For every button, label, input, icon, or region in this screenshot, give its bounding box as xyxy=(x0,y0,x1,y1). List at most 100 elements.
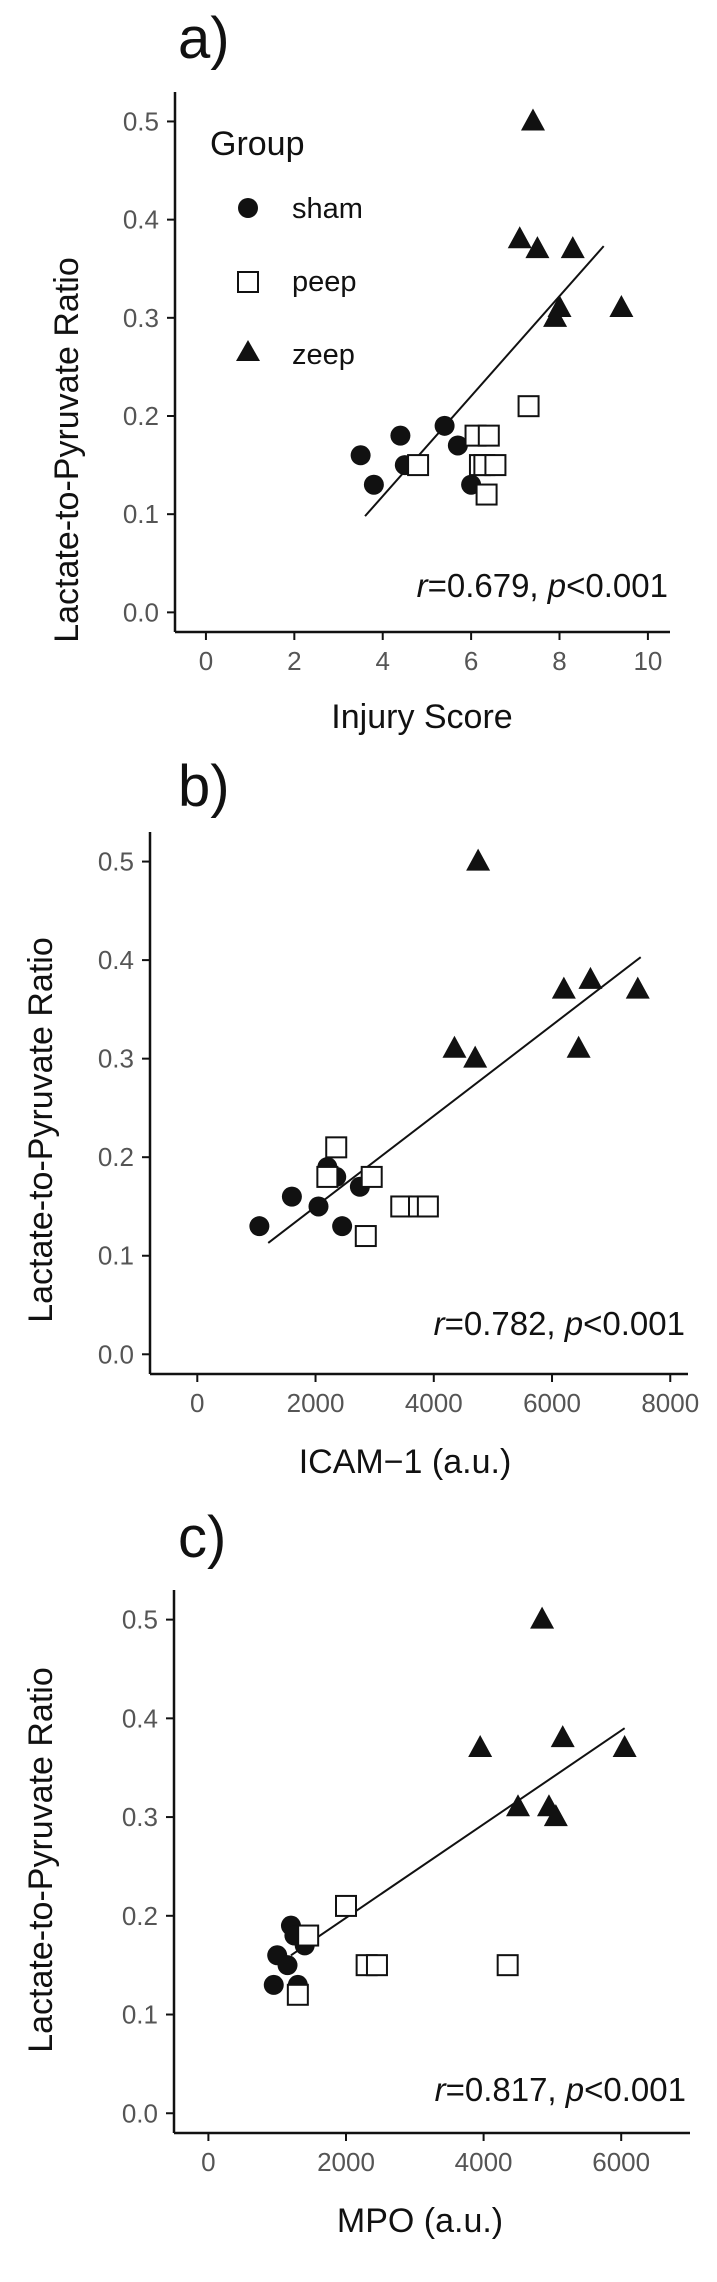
point-peep-a xyxy=(407,454,430,477)
panel-b: b) Lactate-to-Pyruvate Ratio 0 2000 4000 60… xyxy=(22,754,699,1481)
y-axis-title-a: Lactate-to-Pyruvate Ratio xyxy=(48,257,86,643)
y-axis-title-b: Lactate-to-Pyruvate Ratio xyxy=(22,937,60,1323)
point-peep-c xyxy=(365,1954,388,1977)
point-zeep-b xyxy=(566,1035,591,1058)
point-zeep-c xyxy=(468,1734,493,1757)
legend-label-peep: peep xyxy=(292,266,357,298)
panel-label-c: c) xyxy=(178,1505,226,1570)
point-zeep-b xyxy=(442,1035,467,1058)
y-tick-label-b: 0.1 xyxy=(98,1241,134,1271)
point-group-c xyxy=(263,1606,637,2006)
legend-title: Group xyxy=(210,125,305,163)
r-value-b: =0.782, xyxy=(445,1305,565,1342)
regression-line-b xyxy=(267,956,642,1244)
point-zeep-a xyxy=(525,236,550,259)
point-zeep-b xyxy=(578,966,603,989)
y-tick-label-c: 0.1 xyxy=(122,2000,158,2030)
panel-c: c) Lactate-to-Pyruvate Ratio 0 2000 4000 60… xyxy=(22,1505,690,2240)
y-tick-label-c: 0.2 xyxy=(122,1901,158,1931)
r-value-a: =0.679, xyxy=(428,567,548,604)
point-zeep-a xyxy=(507,226,532,249)
point-zeep-b xyxy=(463,1045,488,1068)
panel-label-a: a) xyxy=(178,6,230,71)
y-tick-label-a: 0.0 xyxy=(123,597,159,627)
x-tick-label-a: 6 xyxy=(464,646,478,676)
y-tick-label-b: 0.4 xyxy=(98,945,134,975)
legend-label-sham: sham xyxy=(292,193,363,225)
x-tick-label-b: 8000 xyxy=(641,1388,699,1418)
point-peep-c xyxy=(297,1924,320,1947)
p-value-b: <0.001 xyxy=(583,1305,685,1342)
p-symbol-a: p xyxy=(547,567,566,604)
correlation-annotation-b: r=0.782, p<0.001 xyxy=(434,1305,685,1342)
point-zeep-c xyxy=(506,1794,530,1817)
legend-label-zeep: zeep xyxy=(292,339,355,371)
point-sham-a xyxy=(363,474,384,495)
correlation-annotation-c: r=0.817, p<0.001 xyxy=(435,2071,686,2108)
p-symbol-b: p xyxy=(564,1305,583,1342)
y-tick-label-a: 0.5 xyxy=(123,106,159,136)
legend: Group sham peep zeep xyxy=(210,125,363,371)
point-peep-b xyxy=(325,1136,348,1159)
x-tick-label-b: 0 xyxy=(190,1388,204,1418)
r-symbol-c: r xyxy=(435,2071,448,2108)
point-peep-b xyxy=(316,1165,339,1188)
point-peep-a xyxy=(484,454,507,477)
p-value-c: <0.001 xyxy=(584,2071,686,2108)
y-tick-label-b: 0.2 xyxy=(98,1142,134,1172)
y-tick-label-b: 0.5 xyxy=(98,847,134,877)
point-sham-b xyxy=(249,1216,270,1237)
x-tick-label-c: 4000 xyxy=(455,2147,513,2177)
point-zeep-a xyxy=(560,236,585,259)
point-peep-b xyxy=(416,1195,439,1218)
regression-line-c xyxy=(290,1727,626,1957)
point-zeep-a xyxy=(547,295,572,317)
point-zeep-a xyxy=(520,108,545,131)
x-axis-title-c: MPO (a.u.) xyxy=(337,2202,503,2240)
point-sham-b xyxy=(332,1216,353,1237)
x-tick-label-a: 10 xyxy=(633,646,662,676)
point-peep-a xyxy=(517,395,540,418)
x-tick-label-b: 4000 xyxy=(405,1388,463,1418)
y-tick-label-c: 0.5 xyxy=(122,1605,158,1635)
x-tick-label-a: 8 xyxy=(552,646,566,676)
y-tick-label-c: 0.3 xyxy=(122,1802,158,1832)
point-peep-c xyxy=(286,1983,309,2006)
tick-group-a: 0 2 4 6 8 10 0.0 0.1 0.2 0.3 0.4 0.5 xyxy=(123,106,663,676)
point-zeep-b xyxy=(466,848,491,871)
point-peep-a xyxy=(477,424,500,447)
x-tick-label-c: 6000 xyxy=(592,2147,650,2177)
point-zeep-a xyxy=(609,295,634,317)
x-tick-label-b: 2000 xyxy=(287,1388,345,1418)
tick-group-c: 0 2000 4000 6000 0.0 0.1 0.2 0.3 0.4 0.5 xyxy=(122,1605,650,2177)
point-peep-a xyxy=(475,483,498,506)
tick-group-b: 0 2000 4000 6000 8000 0.0 0.1 0.2 0.3 0.4 0.5 xyxy=(98,847,699,1418)
x-tick-label-b: 6000 xyxy=(523,1388,581,1418)
legend-key-peep xyxy=(237,271,259,293)
y-tick-label-b: 0.3 xyxy=(98,1044,134,1074)
point-zeep-b xyxy=(551,976,576,999)
p-symbol-c: p xyxy=(565,2071,584,2108)
x-axis-title-a: Injury Score xyxy=(331,698,512,736)
x-tick-label-a: 0 xyxy=(199,646,213,676)
point-sham-b xyxy=(308,1196,329,1217)
point-group-b xyxy=(249,848,650,1248)
point-peep-c xyxy=(335,1894,357,1917)
point-peep-c xyxy=(496,1954,519,1977)
y-axis-title-c: Lactate-to-Pyruvate Ratio xyxy=(22,1667,60,2053)
x-tick-label-c: 0 xyxy=(201,2147,215,2177)
point-zeep-c xyxy=(530,1606,555,1629)
y-tick-label-b: 0.0 xyxy=(98,1339,134,1369)
point-group-a xyxy=(350,108,634,506)
y-tick-label-c: 0.0 xyxy=(122,2098,158,2128)
point-peep-b xyxy=(360,1165,383,1188)
panel-label-b: b) xyxy=(178,754,230,819)
point-zeep-c xyxy=(550,1725,575,1748)
point-sham-a xyxy=(434,415,455,436)
panel-a: a) Lactate-to-Pyruvate Ratio 0 2 4 6 8 100.00… xyxy=(48,6,670,736)
point-sham-a xyxy=(390,425,411,446)
x-tick-label-a: 2 xyxy=(287,646,301,676)
legend-key-zeep xyxy=(236,340,260,361)
x-tick-label-c: 2000 xyxy=(317,2147,375,2177)
